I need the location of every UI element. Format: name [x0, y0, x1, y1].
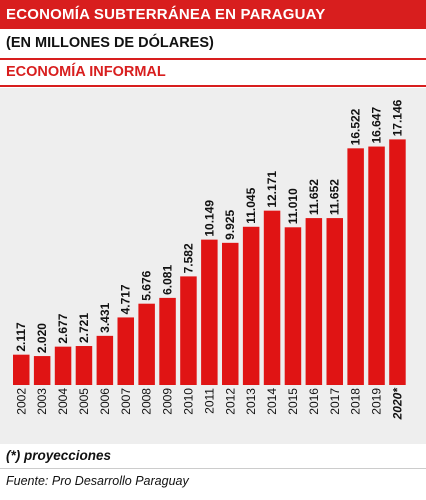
value-label: 2.020	[35, 323, 49, 353]
bar-2010	[180, 276, 197, 385]
value-label: 16.522	[349, 108, 363, 145]
value-label: 12.171	[265, 171, 279, 208]
category-label: 2006	[98, 388, 112, 415]
value-label: 11.652	[307, 179, 321, 215]
category-label: 2020*	[390, 387, 404, 421]
bar-2003	[33, 356, 51, 385]
section-title: ECONOMÍA INFORMAL	[6, 64, 166, 80]
bar-2020	[389, 139, 406, 385]
divider	[0, 58, 426, 60]
projection-note: (*) proyecciones	[6, 448, 112, 463]
value-label: 7.582	[181, 243, 195, 273]
bar-2017	[326, 218, 343, 385]
bar-2009	[159, 297, 176, 385]
value-label: 11.652	[328, 179, 342, 215]
divider	[0, 85, 426, 87]
category-label: 2009	[161, 388, 175, 415]
bar-2008	[138, 303, 155, 385]
value-label: 9.925	[223, 209, 237, 239]
bar-2006	[96, 335, 114, 385]
bar-2004	[54, 346, 72, 385]
bar-2007	[117, 317, 134, 385]
category-label: 2011	[202, 388, 216, 414]
category-label: 2017	[328, 388, 342, 415]
bar-2016	[305, 218, 323, 385]
category-label: 2019	[370, 388, 384, 415]
value-label: 4.717	[119, 284, 133, 314]
category-label: 2016	[307, 388, 321, 415]
value-label: 11.010	[286, 188, 300, 224]
category-label: 2008	[140, 388, 154, 415]
category-label: 2003	[35, 388, 49, 415]
source-note: Fuente: Pro Desarrollo Paraguay	[6, 474, 189, 488]
bar-2019	[368, 146, 385, 385]
value-label: 6.081	[161, 265, 175, 295]
category-label: 2015	[286, 388, 300, 415]
bar-chart: 2.117 2002 2.020 2003 2.677 2004 2.721 2005 3.43…	[13, 99, 406, 421]
bar-2013	[242, 226, 260, 385]
category-label: 2002	[14, 388, 28, 415]
plot-area: 2.117 2002 2.020 2003 2.677 2004 2.721 2005 3.43…	[0, 88, 426, 444]
divider	[0, 468, 426, 469]
value-label: 3.431	[98, 302, 112, 332]
category-label: 2018	[349, 388, 363, 415]
value-label: 2.677	[56, 313, 70, 343]
category-label: 2005	[77, 388, 91, 415]
category-label: 2014	[265, 388, 279, 415]
value-label: 10.149	[202, 200, 216, 237]
value-label: 5.676	[140, 270, 154, 300]
bar-2014	[263, 210, 281, 385]
category-label: 2007	[119, 388, 133, 415]
bar-2015	[284, 227, 302, 385]
bar-2002	[13, 354, 30, 385]
bar-2018	[347, 148, 364, 385]
category-label: 2004	[56, 388, 70, 415]
category-label: 2013	[244, 388, 258, 415]
chart-subtitle: (EN MILLONES DE DÓLARES)	[6, 35, 214, 51]
value-label: 11.045	[244, 187, 258, 223]
chart-title: ECONOMÍA SUBTERRÁNEA EN PARAGUAY	[0, 0, 426, 29]
value-label: 17.146	[390, 99, 404, 136]
category-label: 2010	[181, 388, 195, 415]
value-label: 2.721	[77, 313, 91, 343]
category-label: 2012	[223, 388, 237, 415]
bar-2012	[222, 242, 239, 385]
bar-2011	[201, 239, 218, 385]
bar-2005	[75, 346, 93, 385]
value-label: 2.117	[14, 322, 28, 352]
value-label: 16.647	[370, 107, 384, 144]
